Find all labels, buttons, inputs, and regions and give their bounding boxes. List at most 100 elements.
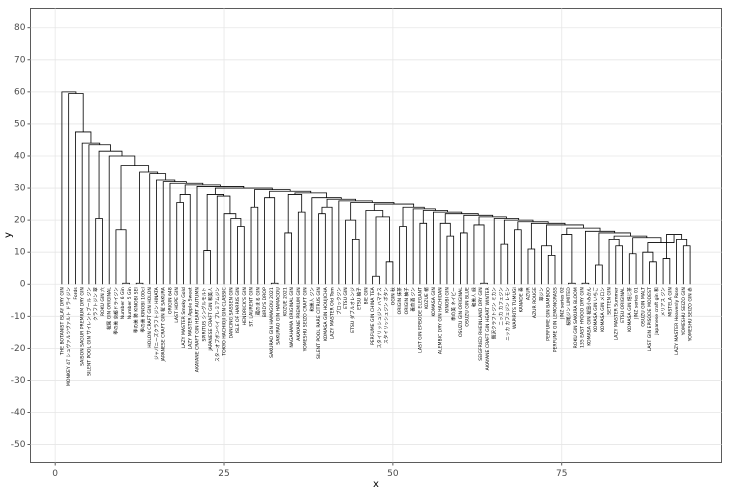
dendrogram-link — [584, 230, 616, 284]
leaf-label: OSUZU GIN ORIGINAL — [458, 287, 464, 337]
leaf-label: KOMASA GIN HOUJICHA — [323, 286, 329, 341]
dendrogram-link — [98, 150, 123, 219]
leaf-label: NAGAHAMA ORIGINAL GIN — [289, 287, 295, 347]
leaf-label: DANCING SASSEN GIN — [228, 287, 234, 338]
leaf-label: BIE GIN — [363, 287, 369, 304]
leaf-label: メリアス ジン — [661, 287, 667, 316]
leaf-label: 135 EAST HYOGO DRY GIN — [580, 287, 586, 348]
leaf-label: 蔵のまる GIN — [254, 287, 261, 315]
dendrogram-link — [581, 282, 590, 285]
leaf-label: Number 6 Gin — [120, 287, 126, 319]
leaf-label: SAISON SAGUR PREMIUM DRY GIN — [80, 287, 86, 366]
leaf-label: ROKU GIN 六 — [99, 287, 106, 316]
dendrogram-link — [647, 234, 675, 253]
dendrogram-link — [666, 234, 683, 259]
leaf-label: OGIN 秋 — [389, 287, 396, 305]
leaf-label: JAPANESE CRAFT GIN 桜 SAKURA — [160, 286, 167, 362]
leaf-label: SAKURAO GIN HAMAGOU 2021 — [269, 287, 275, 358]
y-tick-label: 0 — [20, 280, 26, 290]
y-tick-label: -50 — [11, 440, 26, 450]
leaf-label: AZUR ROUGE — [532, 287, 538, 318]
dendrogram-link — [372, 275, 380, 285]
leaf-label: AKAYANE CRAFT GIN HEART AUTUMN — [195, 287, 201, 372]
leaf-label: ニッカ カフェジン — [498, 287, 504, 326]
y-tick-label: 70 — [14, 55, 26, 65]
leaf-label: BIRD'S DROP — [262, 287, 268, 317]
leaf-label: ETSU GIN — [343, 287, 349, 309]
dendrogram-link — [444, 213, 479, 224]
y-tick-label: 20 — [14, 216, 26, 226]
leaf-label: KOZUE 2021 — [282, 287, 288, 316]
leaf-label: ブロックジン — [335, 287, 342, 315]
dendrogram-link — [318, 213, 326, 285]
dendrogram-link — [682, 245, 691, 285]
leaf-label: JINZ series 01 — [634, 287, 640, 320]
dendrogram-link — [61, 91, 77, 285]
leaf-label: 贅沢クラフトジン ミカン — [491, 287, 498, 339]
leaf-label: KOMASA GIN いちご — [592, 287, 599, 332]
dendrogram-link — [270, 282, 279, 285]
leaf-label: HOLON CRAFT GIN HOLON — [147, 287, 153, 348]
x-tick-label: 25 — [218, 469, 229, 479]
leaf-label: ORIGIN 柚子 — [403, 287, 410, 315]
leaf-label: KOMASA GIN メロン — [600, 287, 606, 332]
leaf-label: WAPIRITS TUMUGI — [512, 287, 518, 329]
dendrogram-link — [649, 261, 657, 285]
leaf-label: ニッカ カフェジン レモン — [505, 287, 511, 341]
leaf-label: LAST HOPE GIN — [174, 287, 180, 323]
dendrogram-link — [237, 226, 245, 285]
leaf-label: ISLE OF HARRIS GIN — [235, 287, 241, 333]
dendrogram-link — [480, 282, 488, 285]
dendrogram-link — [568, 282, 576, 285]
leaf-label: JINZ series 02 — [559, 287, 565, 320]
leaf-label: SEIGFRIED RHEINLAND DRY GIN — [478, 287, 484, 360]
leaf-label: YOMESHU SEIZO CRAFT GIN — [303, 287, 309, 352]
leaf-label: クラフトジン 翠 — [93, 287, 99, 321]
leaf-label: スターオブボンベイ プレミアムジン — [214, 287, 221, 362]
leaf-label: スタイリッシュジン ボタン — [383, 287, 390, 344]
leaf-label: Japanese craft gin 和 — [653, 287, 660, 336]
dendrogram-link — [196, 186, 245, 285]
y-tick-label: 80 — [14, 23, 26, 33]
leaf-label: MONKEY 47 シュヴァルツヴァルト ドライジン — [65, 287, 72, 386]
dendrogram-link — [500, 243, 509, 285]
leaf-label: MISTELA GIN — [667, 287, 673, 317]
y-tick-label: -20 — [11, 344, 26, 354]
leaf-label: 和美人 ジン — [308, 287, 315, 312]
leaf-label: LAZY MASTER Apple Sweet — [188, 287, 194, 349]
leaf-label: SAKURAO GIN HAMAGOU — [276, 287, 282, 345]
y-tick-label: 10 — [14, 248, 26, 258]
dendrogram-link — [162, 181, 187, 285]
dendrogram-link — [108, 155, 136, 285]
dendrogram-link — [615, 245, 623, 285]
leaf-label: LAZY MASTER Old Tom — [330, 287, 336, 340]
leaf-label: PERFUME GIN BAMBOO — [546, 287, 552, 341]
leaf-label: 桜尾 GIN ORIGINAL — [106, 287, 113, 330]
leaf-label: 養命酒 ジン — [410, 287, 417, 312]
dendrogram-link — [662, 258, 671, 285]
dendrogram-link — [463, 214, 494, 233]
dendrogram-link — [433, 211, 463, 285]
leaf-label: SILENT POOL RARE CITRUS GIN — [316, 287, 322, 359]
leaf-label: AKAYANE PREMIUM GIN — [296, 287, 302, 341]
leaf-label: SPIRITUS シングルモルト — [200, 287, 207, 341]
leaf-label: YOMESHU SEIZO GIN 赤 — [688, 287, 694, 342]
leaf-label: ST. LAURENT GIN — [249, 287, 255, 326]
leaf-label: 季の美 勢 KINOBI SEI — [133, 287, 140, 333]
leaf-label: ジャパニーズクラフトジン HINATA — [153, 286, 160, 360]
leaf-label: AZUR — [525, 286, 531, 300]
leaf-label: KOMASA GIN 焙じ茶 — [626, 287, 633, 332]
dendrogram-link — [122, 282, 130, 285]
leaf-label: PERFUME GIN CHINA TEA — [370, 286, 376, 345]
leaf-label: 季の美 京都ドライジン — [112, 287, 119, 335]
x-tick-label: 75 — [556, 469, 567, 479]
dendrogram-link — [115, 229, 127, 285]
dendrogram-link — [422, 210, 448, 224]
dendrogram-link — [120, 165, 150, 230]
leaf-label: YOMESHU SEIZO GIN — [681, 287, 687, 336]
leaf-label: 季の美 ネイビー — [450, 287, 457, 321]
leaf-label: ORIGIN 抹茶 — [396, 287, 403, 315]
dendrogram-link — [547, 254, 556, 285]
dendrogram-link — [365, 210, 384, 285]
